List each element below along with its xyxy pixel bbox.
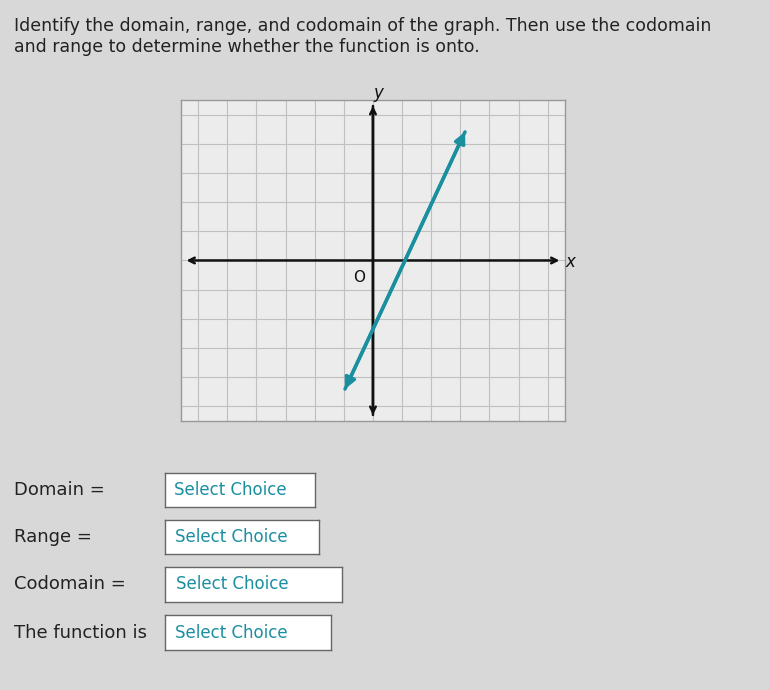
- Text: Codomain =: Codomain =: [14, 575, 125, 593]
- Text: x: x: [565, 253, 575, 271]
- Text: Domain =: Domain =: [14, 481, 105, 499]
- Text: Select Choice: Select Choice: [175, 624, 288, 642]
- Text: O: O: [353, 270, 365, 285]
- Text: The function is: The function is: [14, 624, 147, 642]
- Text: Identify the domain, range, and codomain of the graph. Then use the codomain
and: Identify the domain, range, and codomain…: [14, 17, 711, 56]
- Text: Range =: Range =: [14, 528, 92, 546]
- Text: Select Choice: Select Choice: [175, 528, 287, 546]
- Text: Select Choice: Select Choice: [175, 481, 287, 499]
- Text: Select Choice: Select Choice: [176, 575, 288, 593]
- Text: y: y: [373, 83, 383, 101]
